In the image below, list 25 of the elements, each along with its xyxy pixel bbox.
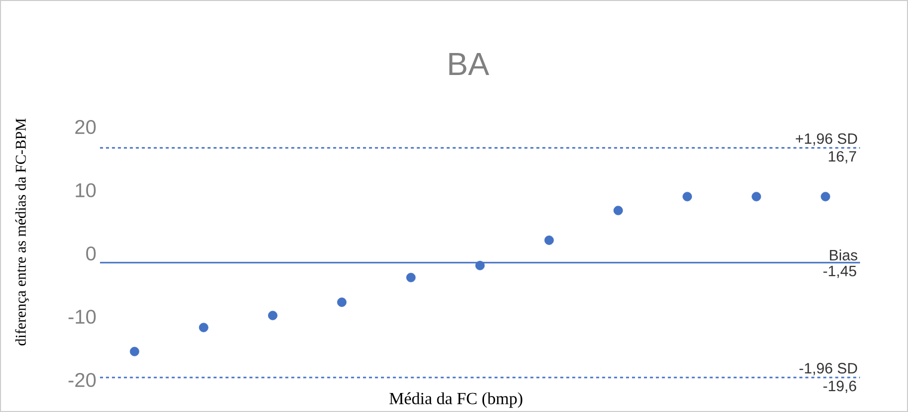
- point: [406, 272, 416, 282]
- ref-line-label: -1,96 SD: [799, 362, 858, 376]
- point: [475, 260, 485, 270]
- point: [682, 192, 692, 202]
- ref-line-label: Bias: [830, 250, 858, 260]
- annotation: -19,6: [823, 380, 856, 394]
- y-axis-title: diferença entre as médias da FC-BPM: [15, 118, 29, 346]
- ref-line-label: +1,96 SD: [796, 133, 858, 146]
- point: [130, 346, 140, 356]
- annotation: 16,7: [828, 151, 856, 164]
- point: [820, 192, 830, 202]
- point: [268, 310, 278, 320]
- y-tick-label: 20: [75, 120, 96, 134]
- point: [613, 206, 623, 216]
- chart-title: BA: [449, 53, 490, 75]
- y-tick-label: -10: [68, 310, 96, 324]
- y-tick-label: 10: [76, 183, 96, 198]
- point: [198, 322, 208, 332]
- y-tick-label: 0: [86, 246, 96, 261]
- point: [544, 236, 554, 245]
- point: [752, 192, 762, 202]
- annotation: -1,45: [823, 266, 856, 278]
- x-axis-title: Média da FC (bmp): [389, 392, 522, 408]
- y-tick-label: -20: [68, 372, 96, 388]
- point: [337, 298, 347, 307]
